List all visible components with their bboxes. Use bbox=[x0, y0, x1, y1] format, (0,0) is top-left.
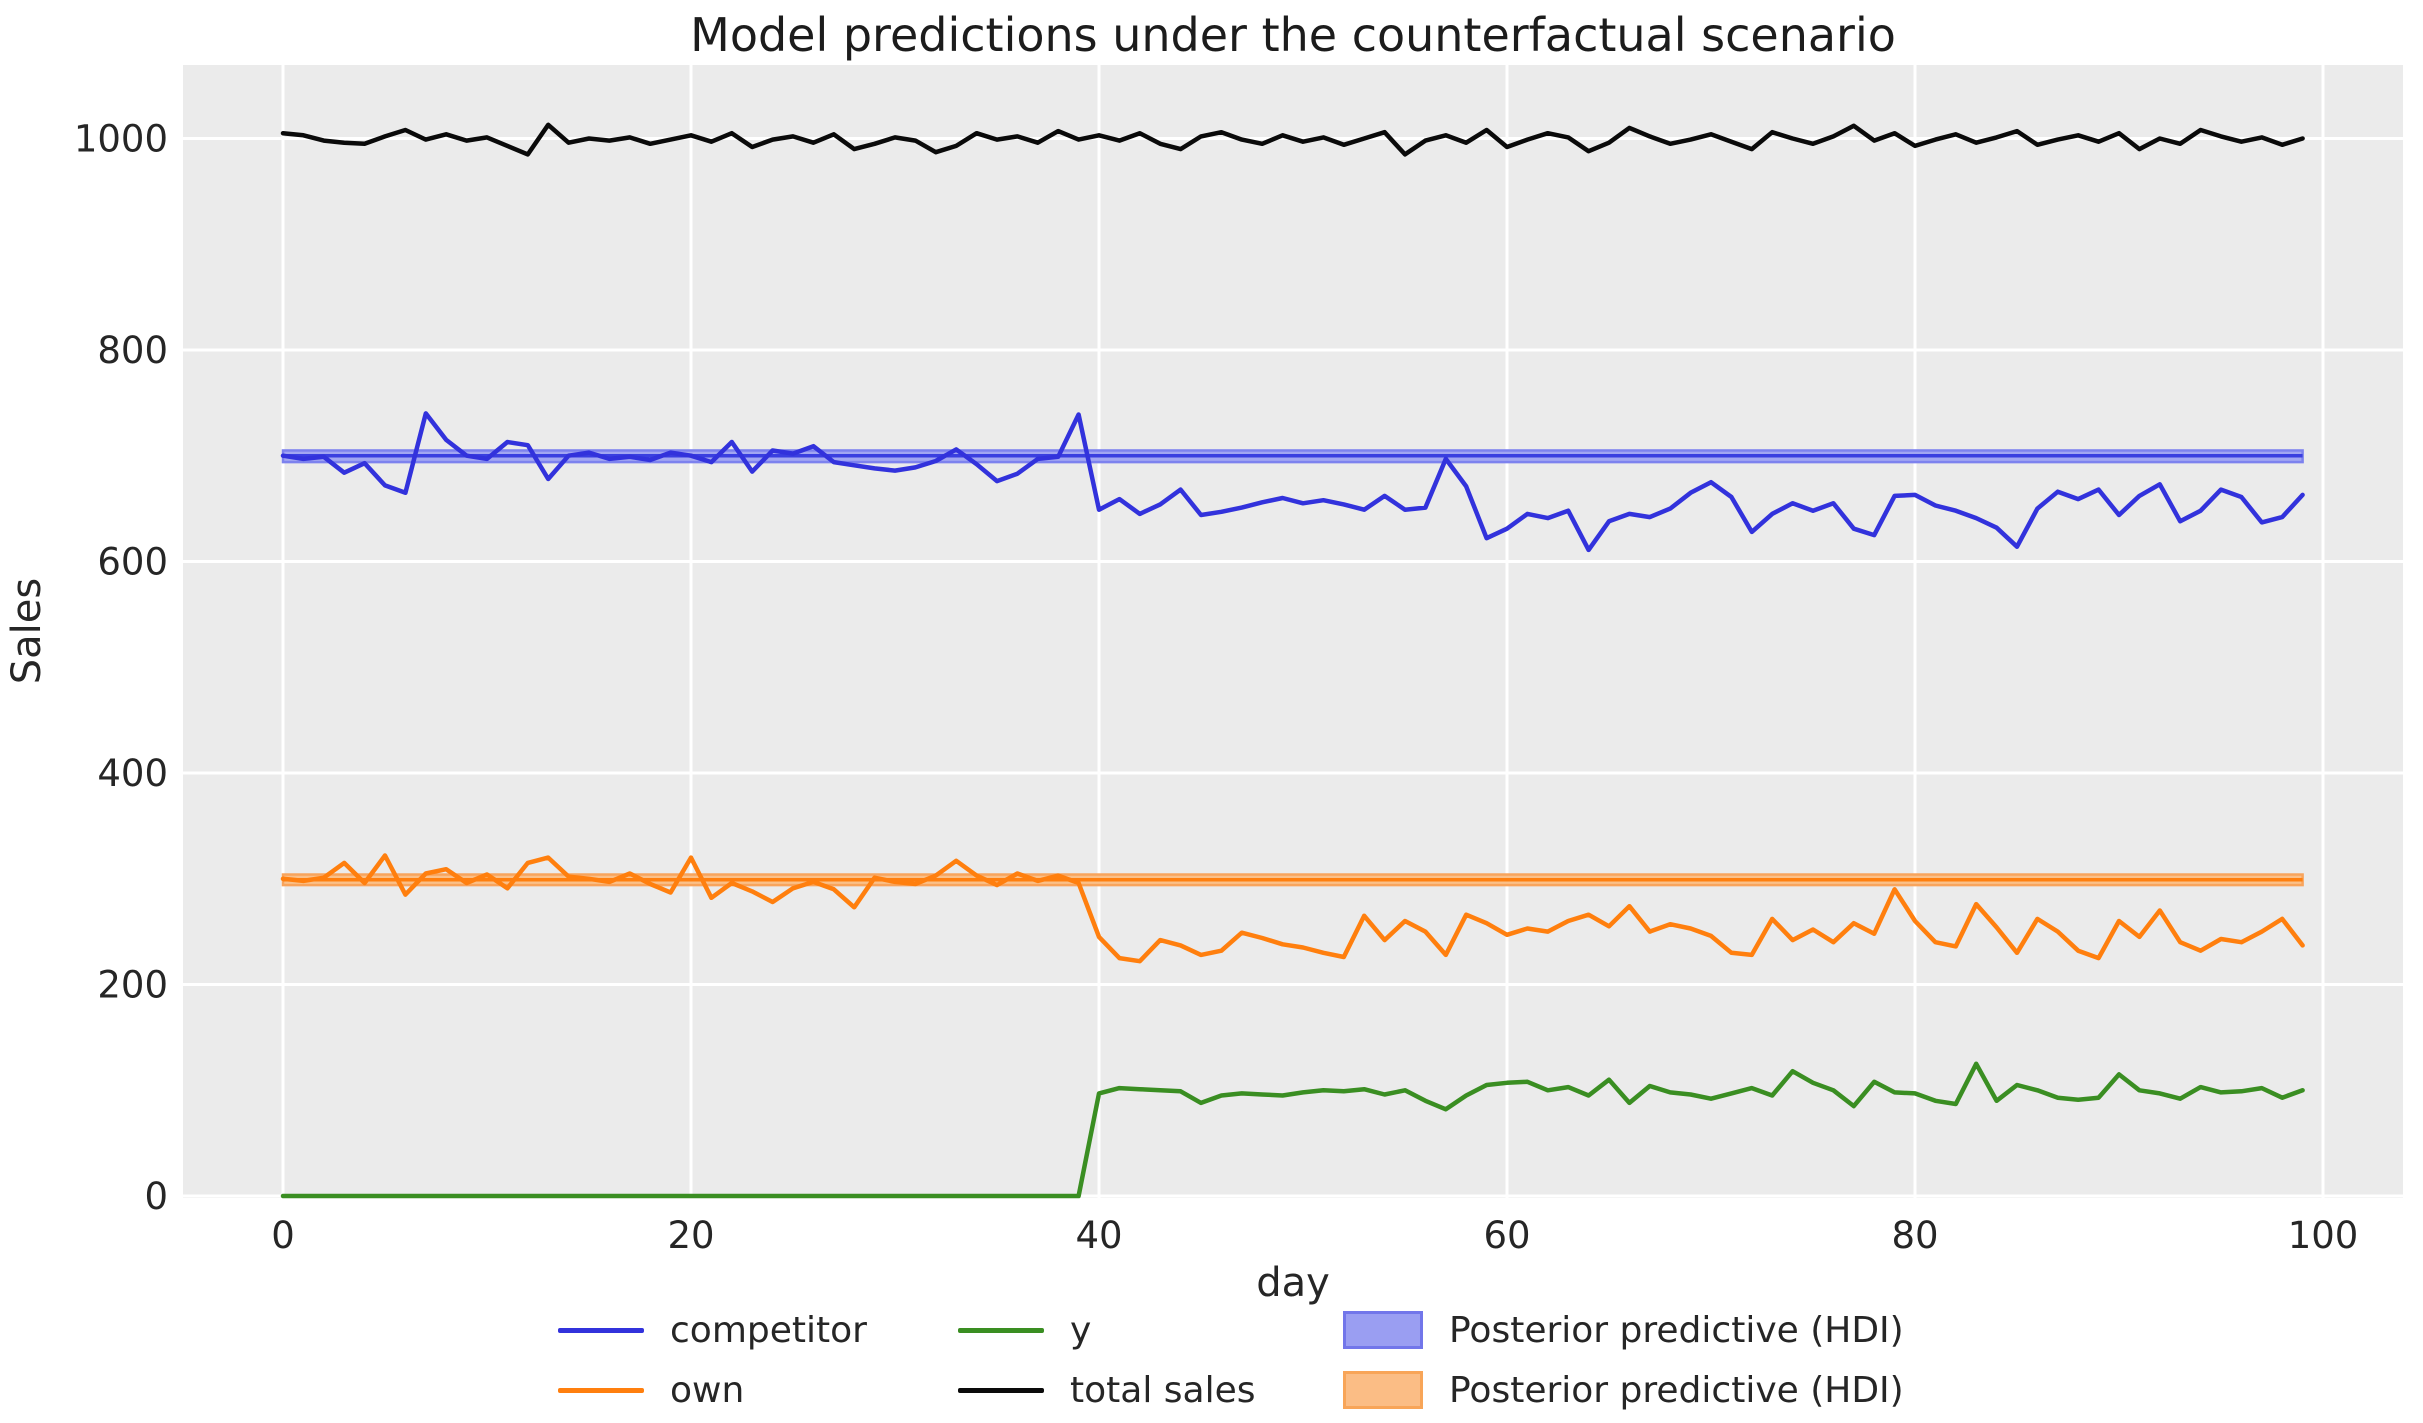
gridlines bbox=[183, 65, 2403, 1198]
y-axis-label: Sales bbox=[4, 578, 50, 684]
hdi-blue-patch-swatch bbox=[1343, 1311, 1423, 1349]
series-line-own bbox=[280, 853, 2305, 964]
legend-label: Posterior predictive (HDI) bbox=[1449, 1309, 1904, 1351]
x-axis-label: day bbox=[1256, 1260, 1330, 1306]
legend: competitor y Posterior predictive (HDI) … bbox=[558, 1300, 2043, 1420]
x-tick-label-20: 20 bbox=[667, 1214, 714, 1257]
chart-title: Model predictions under the counterfactu… bbox=[690, 8, 1896, 62]
legend-item-competitor: competitor bbox=[558, 1310, 958, 1351]
y-tick-label-400: 400 bbox=[97, 752, 168, 795]
y-tick-label-200: 200 bbox=[97, 964, 168, 1007]
legend-item-own: own bbox=[558, 1370, 958, 1411]
series-line-y bbox=[280, 1061, 2305, 1199]
competitor-line-swatch bbox=[558, 1327, 644, 1333]
x-tick-label-60: 60 bbox=[1483, 1214, 1530, 1257]
legend-label: total sales bbox=[1070, 1369, 1256, 1411]
x-tick-label-100: 100 bbox=[2288, 1214, 2359, 1257]
legend-label: competitor bbox=[670, 1309, 867, 1351]
y-tick-label-1000: 1000 bbox=[74, 118, 168, 161]
legend-item-y: y bbox=[958, 1310, 1343, 1351]
own-line-swatch bbox=[558, 1387, 644, 1393]
x-tick-label-80: 80 bbox=[1891, 1214, 1938, 1257]
y-line-swatch bbox=[958, 1327, 1044, 1333]
plot-area bbox=[183, 65, 2403, 1198]
x-tick-label-0: 0 bbox=[271, 1214, 295, 1257]
legend-item-hdi-orange: Posterior predictive (HDI) bbox=[1343, 1370, 2043, 1411]
series-line-competitor bbox=[280, 411, 2305, 553]
hdi-orange-patch-swatch bbox=[1343, 1371, 1423, 1409]
x-tick-label-40: 40 bbox=[1075, 1214, 1122, 1257]
legend-label: Posterior predictive (HDI) bbox=[1449, 1369, 1904, 1411]
y-tick-label-800: 800 bbox=[97, 329, 168, 372]
legend-label: own bbox=[670, 1369, 745, 1411]
y-tick-label-600: 600 bbox=[97, 541, 168, 584]
legend-label: y bbox=[1070, 1309, 1092, 1351]
series-lines bbox=[280, 122, 2305, 1199]
x-tick-labels: 0 20 40 60 80 100 bbox=[271, 1214, 2358, 1257]
total-sales-line-swatch bbox=[958, 1387, 1044, 1393]
y-tick-label-0: 0 bbox=[144, 1175, 168, 1218]
y-tick-labels: 0 200 400 600 800 1000 bbox=[74, 118, 168, 1219]
legend-item-total-sales: total sales bbox=[958, 1370, 1343, 1411]
legend-item-hdi-blue: Posterior predictive (HDI) bbox=[1343, 1310, 2043, 1351]
series-line-total-sales bbox=[280, 122, 2305, 157]
